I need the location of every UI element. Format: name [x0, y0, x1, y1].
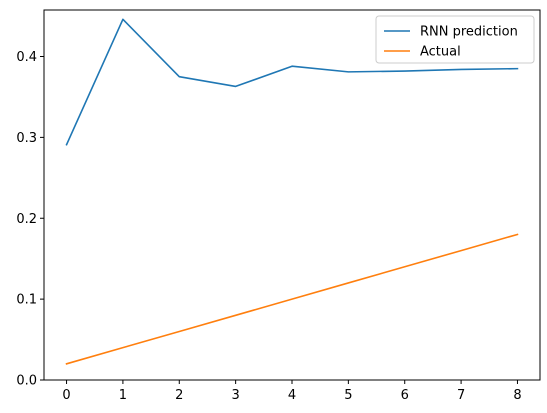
y-tick-label: 0.3 — [16, 131, 37, 146]
x-tick-label: 6 — [401, 388, 409, 403]
series-line-0 — [65, 18, 519, 146]
legend-box — [375, 15, 535, 64]
x-tick-label: 7 — [457, 388, 465, 403]
y-axis: 0.0 0.1 0.2 0.3 0.4 — [16, 50, 44, 389]
y-tick-label: 0.2 — [16, 212, 37, 227]
x-tick-label: 4 — [288, 388, 296, 403]
x-tick-label: 1 — [119, 388, 127, 403]
x-tick-label: 5 — [344, 388, 352, 403]
y-tick-label: 0.1 — [16, 293, 37, 308]
plot-area — [44, 10, 540, 380]
x-tick-label: 2 — [175, 388, 183, 403]
x-tick-label: 3 — [231, 388, 239, 403]
x-tick-label: 0 — [62, 388, 70, 403]
plot-frame — [43, 9, 541, 381]
x-tick-label: 8 — [513, 388, 521, 403]
x-axis: 0 1 2 3 4 5 6 7 8 — [62, 380, 522, 403]
y-tick-label: 0.4 — [16, 50, 37, 65]
legend-label-0: RNN prediction — [420, 25, 518, 40]
series-line-1 — [65, 233, 519, 365]
y-tick-label: 0.0 — [16, 374, 37, 389]
legend-label-1: Actual — [420, 45, 461, 60]
series-layer — [65, 18, 519, 365]
legend: RNN prediction Actual — [375, 15, 535, 64]
